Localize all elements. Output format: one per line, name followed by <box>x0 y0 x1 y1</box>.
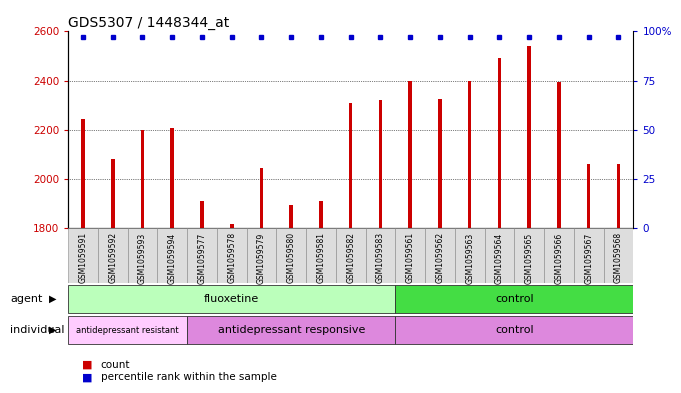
Bar <box>217 228 247 283</box>
Bar <box>514 228 544 283</box>
Bar <box>276 228 306 283</box>
Text: GSM1059567: GSM1059567 <box>584 232 593 284</box>
Text: GSM1059581: GSM1059581 <box>317 232 326 283</box>
Bar <box>141 130 144 228</box>
Text: ▶: ▶ <box>49 325 57 335</box>
Bar <box>230 224 234 228</box>
Text: GSM1059561: GSM1059561 <box>406 232 415 283</box>
Bar <box>289 205 293 228</box>
Text: individual: individual <box>10 325 65 335</box>
Bar <box>247 228 276 283</box>
Bar <box>587 164 590 228</box>
Text: GSM1059591: GSM1059591 <box>78 232 87 283</box>
Bar <box>396 228 425 283</box>
Text: GSM1059582: GSM1059582 <box>346 232 355 283</box>
Bar <box>396 316 633 344</box>
Bar <box>68 228 98 283</box>
Text: GSM1059580: GSM1059580 <box>287 232 296 283</box>
Bar <box>409 81 412 228</box>
Text: GSM1059562: GSM1059562 <box>435 232 445 283</box>
Bar <box>200 201 204 228</box>
Bar <box>127 228 157 283</box>
Bar <box>379 100 382 228</box>
Text: GSM1059593: GSM1059593 <box>138 232 147 284</box>
Bar <box>81 119 84 228</box>
Text: percentile rank within the sample: percentile rank within the sample <box>101 372 276 382</box>
Text: GSM1059566: GSM1059566 <box>554 232 563 284</box>
Text: GSM1059579: GSM1059579 <box>257 232 266 284</box>
Bar <box>485 228 514 283</box>
Bar <box>68 285 396 313</box>
Text: GSM1059568: GSM1059568 <box>614 232 623 283</box>
Text: antidepressant resistant: antidepressant resistant <box>76 326 179 334</box>
Text: ▶: ▶ <box>49 294 57 304</box>
Bar <box>157 228 187 283</box>
Bar <box>349 103 353 228</box>
Text: GDS5307 / 1448344_at: GDS5307 / 1448344_at <box>68 17 229 30</box>
Text: GSM1059594: GSM1059594 <box>168 232 177 284</box>
Bar <box>111 159 114 228</box>
Text: GSM1059565: GSM1059565 <box>524 232 534 284</box>
Bar <box>259 168 264 228</box>
Text: antidepressant responsive: antidepressant responsive <box>217 325 365 335</box>
Text: ■: ■ <box>82 360 92 370</box>
Text: GSM1059577: GSM1059577 <box>197 232 206 284</box>
Bar <box>527 46 531 228</box>
Bar <box>468 81 471 228</box>
Text: count: count <box>101 360 130 370</box>
Text: control: control <box>495 325 534 335</box>
Text: control: control <box>495 294 534 304</box>
Bar <box>438 99 442 228</box>
Text: agent: agent <box>10 294 43 304</box>
Text: ■: ■ <box>82 372 92 382</box>
Bar <box>366 228 396 283</box>
Bar <box>574 228 603 283</box>
Text: fluoxetine: fluoxetine <box>204 294 259 304</box>
Bar <box>98 228 127 283</box>
Text: GSM1059578: GSM1059578 <box>227 232 236 283</box>
Bar <box>187 228 217 283</box>
Text: GSM1059583: GSM1059583 <box>376 232 385 283</box>
Bar <box>336 228 366 283</box>
Bar <box>319 201 323 228</box>
Bar <box>603 228 633 283</box>
Text: GSM1059564: GSM1059564 <box>495 232 504 284</box>
Bar <box>396 285 633 313</box>
Bar <box>425 228 455 283</box>
Bar <box>544 228 574 283</box>
Bar <box>455 228 485 283</box>
Text: GSM1059563: GSM1059563 <box>465 232 474 284</box>
Bar <box>498 59 501 228</box>
Bar <box>306 228 336 283</box>
Bar <box>557 82 560 228</box>
Bar <box>617 164 620 228</box>
Bar <box>68 316 187 344</box>
Bar <box>170 129 174 228</box>
Text: GSM1059592: GSM1059592 <box>108 232 117 283</box>
Bar <box>187 316 396 344</box>
